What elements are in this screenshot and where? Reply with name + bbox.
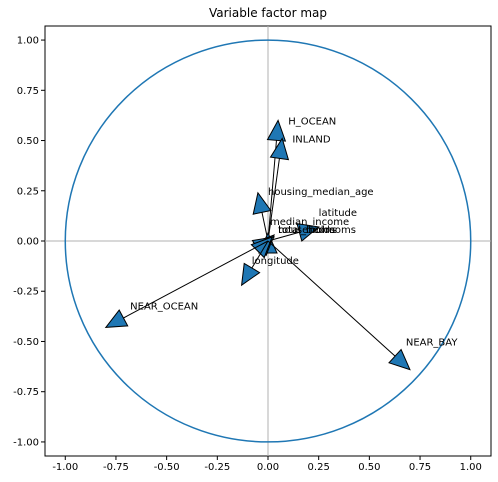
y-tick-label: -0.50	[13, 337, 39, 348]
arrow-head	[104, 309, 129, 328]
x-tick-label: 0.25	[308, 462, 330, 473]
y-tick-label: 0.25	[17, 186, 39, 197]
arrow-head	[252, 191, 272, 215]
y-tick-label: 0.75	[17, 86, 39, 97]
arrow-head	[266, 119, 287, 142]
x-tick-label: -0.75	[103, 462, 129, 473]
arrow-shaft	[123, 240, 269, 319]
x-tick-label: -0.25	[204, 462, 230, 473]
arrow-shaft	[267, 240, 396, 357]
variable-arrow	[267, 240, 411, 371]
variable-arrows	[104, 119, 411, 371]
variable-label: households	[278, 225, 335, 236]
axis-ticks: -1.00 -0.75 -0.50 -0.25 0.00 0.25 0.50 0.75 1.00…	[13, 36, 482, 473]
arrow-shaft	[267, 231, 300, 242]
variable-labels: H_OCEAN INLAND housing_median_age latitudem…	[130, 116, 458, 348]
x-tick-label: 0.50	[358, 462, 380, 473]
variable-label: housing_median_age	[268, 187, 374, 198]
y-tick-label: -0.75	[13, 387, 39, 398]
arrow-head	[240, 262, 261, 287]
variable-label: latitude	[319, 208, 357, 219]
variable-label: NEAR_BAY	[406, 337, 459, 348]
x-tick-label: -0.50	[154, 462, 180, 473]
variable-label: INLAND	[292, 135, 331, 146]
variable-label: NEAR_OCEAN	[130, 301, 198, 312]
unit-circle	[64, 39, 472, 443]
variable-label: total_rooms	[278, 225, 337, 236]
variable-arrow	[267, 137, 290, 242]
x-tick-label: 0.75	[409, 462, 431, 473]
x-tick-label: 0.00	[257, 462, 279, 473]
arrow-head	[388, 348, 411, 371]
x-tick-label: 1.00	[460, 462, 482, 473]
y-tick-label: 1.00	[17, 36, 39, 47]
variable-label: median_income	[270, 217, 349, 228]
arrow-shaft	[267, 158, 280, 242]
arrow-shaft	[251, 240, 269, 269]
x-tick-label: -1.00	[52, 462, 78, 473]
y-tick-label: -0.25	[13, 287, 39, 298]
variable-label: H_OCEAN	[288, 116, 336, 127]
variable-label: total_bedrooms	[278, 225, 356, 236]
chart-title: Variable factor map	[209, 6, 327, 20]
y-tick-label: 0.00	[17, 237, 39, 248]
arrow-head	[296, 222, 320, 242]
y-tick-label: 0.50	[17, 136, 39, 147]
variable-arrow	[267, 222, 320, 242]
variable-label: longitude	[252, 256, 299, 267]
variable-arrow	[104, 240, 269, 328]
variable-arrow	[240, 240, 269, 287]
arrow-head	[269, 137, 290, 161]
y-tick-label: -1.00	[13, 437, 39, 448]
